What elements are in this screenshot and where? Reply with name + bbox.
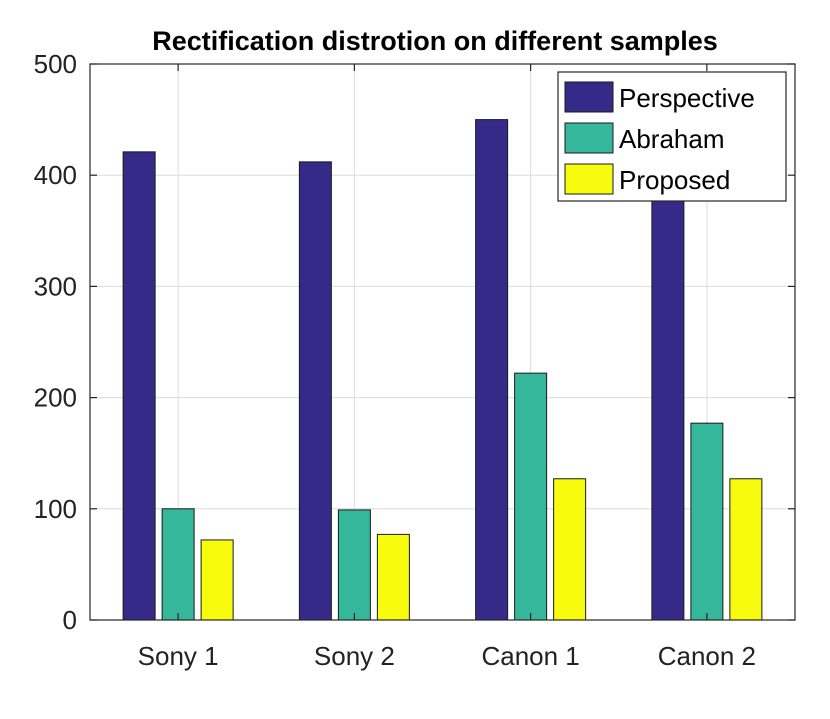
bar-abraham-4 [690,422,724,621]
x-tick-label: Canon 1 [481,641,579,671]
y-tick-label: 0 [63,605,77,635]
x-tick-label: Sony 1 [138,641,219,671]
plot-area-border [89,63,796,621]
legend-swatch [564,81,614,113]
ticks-layer: 0 100 200 300 400 500 Sony 1 Sony 2 Canon 1 Canon… [34,49,795,671]
chart-title: Rectification distrotion on different sa… [152,26,718,56]
y-tick-label: 200 [34,383,77,413]
bar-proposed-3 [553,478,587,621]
legend-swatch [564,163,614,195]
x-tick-label: Canon 2 [658,641,756,671]
legend-swatch [564,122,614,154]
bar-perspective-1 [122,151,156,621]
bar-proposed-1 [200,539,234,621]
x-tick-label: Sony 2 [314,641,395,671]
bar-perspective-4 [651,193,685,621]
bar-abraham-1 [161,508,195,621]
y-tick-label: 500 [34,49,77,79]
legend-label: Proposed [619,165,730,195]
y-tick-label: 400 [34,160,77,190]
legend-label: Perspective [619,83,755,113]
bar-perspective-3 [475,119,509,621]
grid-layer [90,64,795,620]
legend-label: Abraham [619,124,725,154]
legend: Perspective Abraham Proposed [557,71,787,202]
y-tick-label: 300 [34,271,77,301]
y-tick-label: 100 [34,494,77,524]
bar-proposed-2 [376,533,410,621]
bar-abraham-2 [337,509,371,621]
bar-proposed-4 [729,478,763,621]
bar-abraham-3 [514,372,548,621]
bar-perspective-2 [298,161,332,621]
bars-layer [122,119,763,621]
